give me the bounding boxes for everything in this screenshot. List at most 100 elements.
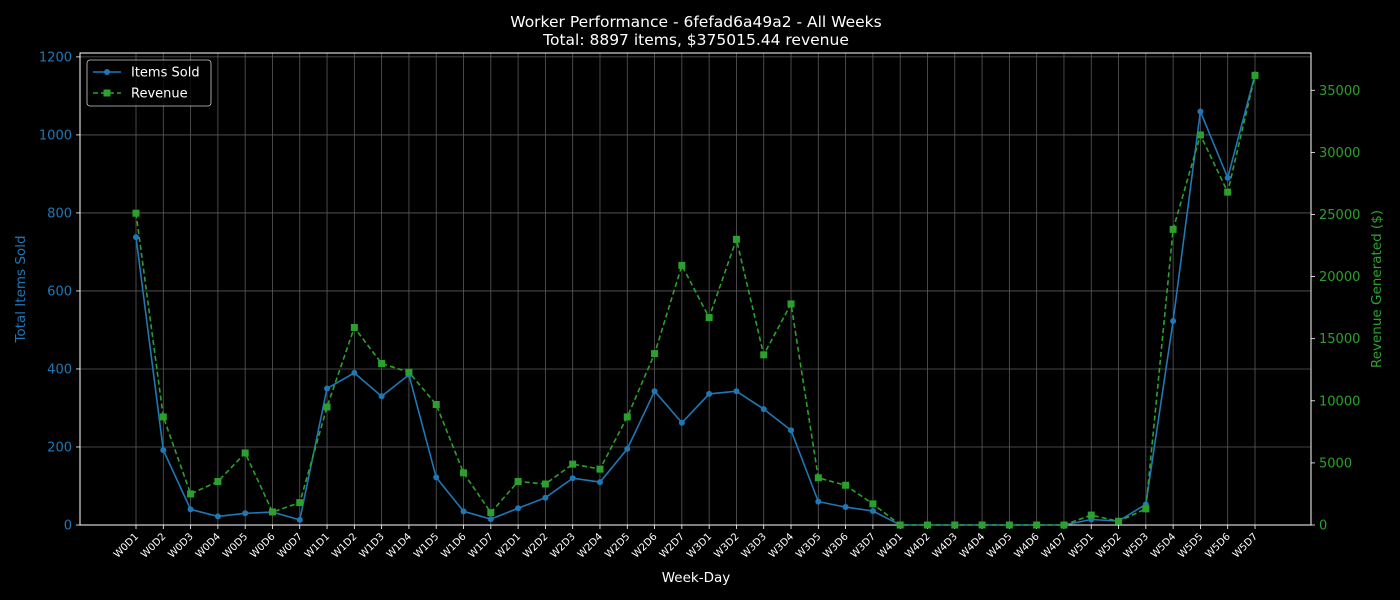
data-point-circle	[460, 508, 467, 515]
y-right-tick-label: 5000	[1319, 456, 1352, 471]
data-point-circle	[160, 447, 167, 454]
x-tick-label: W1D1	[303, 531, 332, 560]
x-tick-label: W0D7	[276, 531, 305, 560]
data-point-circle	[351, 369, 358, 376]
x-tick-label: W2D6	[630, 531, 659, 560]
x-tick-label: W2D7	[658, 531, 687, 560]
data-point-square	[241, 449, 249, 457]
legend-item: Items Sold	[93, 66, 200, 81]
data-point-circle	[296, 516, 303, 523]
data-point-square	[405, 368, 413, 376]
x-tick-label: W2D1	[494, 531, 523, 560]
legend-label: Items Sold	[131, 66, 200, 81]
data-point-circle	[678, 419, 685, 426]
x-tick-label: W5D3	[1122, 531, 1151, 560]
data-point-square	[596, 465, 604, 473]
data-point-circle	[842, 504, 849, 511]
data-point-square	[323, 403, 331, 411]
chart-title: Worker Performance - 6fefad6a49a2 - All …	[510, 13, 881, 31]
x-tick-label: W0D1	[112, 531, 141, 560]
x-tick-label: W1D6	[439, 531, 468, 560]
data-point-square	[541, 480, 549, 488]
data-point-circle	[788, 427, 795, 434]
data-point-circle	[651, 388, 658, 395]
data-point-square	[1196, 131, 1204, 139]
data-point-square	[814, 474, 822, 482]
x-tick-label: W2D5	[603, 531, 632, 560]
x-axis-label: Week-Day	[662, 570, 731, 586]
data-point-circle	[815, 498, 822, 505]
y-left-tick-label: 400	[47, 362, 72, 377]
x-tick-label: W3D6	[822, 531, 851, 560]
data-point-square	[1033, 521, 1041, 529]
x-tick-label: W3D7	[849, 531, 878, 560]
data-point-circle	[242, 510, 249, 517]
x-tick-label: W5D7	[1231, 531, 1260, 560]
y-right-tick-label: 10000	[1319, 394, 1360, 409]
data-point-circle	[596, 479, 603, 486]
y-left-tick-label: 600	[47, 284, 72, 299]
x-tick-label: W3D1	[685, 531, 714, 560]
x-tick-label: W1D7	[467, 531, 496, 560]
data-point-square	[1005, 521, 1013, 529]
x-tick-label: W2D4	[576, 531, 605, 560]
data-point-circle	[869, 507, 876, 514]
x-tick-label: W4D6	[1013, 531, 1042, 560]
data-point-square	[923, 521, 931, 529]
data-point-square	[1060, 521, 1068, 529]
x-tick-label: W3D4	[767, 531, 796, 560]
data-point-circle	[542, 494, 549, 501]
y-right-tick-label: 35000	[1319, 84, 1360, 99]
y-axis-right-label: Revenue Generated ($)	[1369, 210, 1385, 368]
data-point-circle	[187, 506, 194, 513]
x-tick-label: W1D4	[385, 531, 414, 560]
series-revenue	[132, 71, 1259, 529]
data-point-circle	[1170, 317, 1177, 324]
x-tick-label: W0D4	[194, 531, 223, 560]
grid-lines	[80, 53, 1311, 526]
data-point-square	[869, 500, 877, 508]
y-right-tick-label: 30000	[1319, 146, 1360, 161]
data-point-square	[1142, 505, 1150, 513]
data-point-square	[623, 413, 631, 421]
x-tick-label: W0D5	[221, 531, 250, 560]
data-point-circle	[1224, 174, 1231, 181]
x-tick-label: W5D4	[1149, 531, 1178, 560]
data-point-square	[1087, 511, 1095, 519]
data-point-circle	[324, 385, 331, 392]
data-point-circle	[706, 390, 713, 397]
data-point-square	[487, 509, 495, 517]
data-point-circle	[760, 406, 767, 413]
data-series	[132, 71, 1259, 529]
x-tick-label: W4D4	[958, 531, 987, 560]
data-point-square	[569, 460, 577, 468]
data-point-square	[432, 401, 440, 409]
axes: W0D1W0D2W0D3W0D4W0D5W0D6W0D7W1D1W1D2W1D3…	[39, 50, 1360, 560]
data-point-square	[732, 235, 740, 243]
plot-frame	[79, 52, 1312, 526]
data-point-square	[1169, 225, 1177, 233]
series-line	[135, 74, 1256, 526]
x-tick-label: W1D5	[412, 531, 441, 560]
y-left-tick-label: 0	[64, 519, 72, 534]
x-tick-label: W4D7	[1040, 531, 1069, 560]
x-tick-label: W3D3	[740, 531, 769, 560]
data-point-square	[296, 499, 304, 507]
data-point-square	[378, 360, 386, 368]
x-tick-label: W0D3	[166, 531, 195, 560]
data-point-square	[787, 300, 795, 308]
data-point-square	[268, 508, 276, 516]
legend: Items Sold Revenue	[86, 59, 212, 107]
data-point-square	[1115, 517, 1123, 525]
legend-marker-square	[103, 89, 111, 97]
series-line	[135, 75, 1256, 526]
data-point-square	[460, 469, 468, 477]
y-axis-left-label: Total Items Sold	[13, 235, 29, 343]
data-point-circle	[733, 388, 740, 395]
data-point-square	[978, 521, 986, 529]
y-left-tick-label: 200	[47, 440, 72, 455]
data-point-circle	[214, 513, 221, 520]
data-point-square	[760, 351, 768, 359]
x-tick-label: W1D3	[358, 531, 387, 560]
y-right-tick-label: 20000	[1319, 270, 1360, 285]
